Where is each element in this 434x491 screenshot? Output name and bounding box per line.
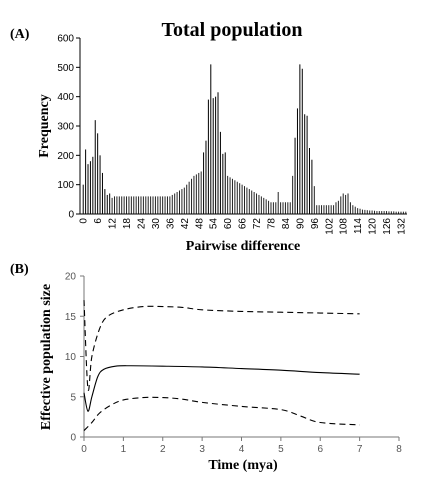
x-tick-label: 0 (79, 218, 90, 224)
x-tick-label: 12 (108, 218, 119, 230)
x-tick-label: 1 (121, 444, 127, 455)
x-tick-label: 84 (281, 218, 292, 230)
x-tick-label: 4 (239, 444, 245, 455)
x-tick-label: 2 (160, 444, 166, 455)
y-tick-label: 600 (57, 34, 74, 45)
chart-a-title: Total population (162, 19, 303, 41)
x-tick-label: 126 (382, 218, 393, 235)
y-tick-label: 500 (57, 63, 74, 74)
y-tick-label: 400 (57, 92, 74, 103)
x-tick-label: 42 (180, 218, 191, 230)
x-tick-label: 72 (252, 218, 263, 230)
x-tick-label: 6 (93, 218, 104, 224)
x-tick-label: 102 (324, 218, 335, 235)
x-tick-label: 30 (151, 218, 162, 230)
x-tick-label: 60 (223, 218, 234, 230)
panel-b-label: (B) (10, 262, 29, 277)
population-size-chart: 0 5 10 15 20 0 1 2 3 4 5 6 7 8 (65, 272, 402, 456)
panel-a-label: (A) (10, 27, 30, 42)
x-tick-label: 78 (266, 218, 277, 230)
x-tick-label: 132 (396, 218, 407, 235)
chart-a-xlabel: Pairwise difference (186, 239, 300, 254)
x-tick-label: 6 (317, 444, 323, 455)
chart-b-xlabel: Time (mya) (208, 458, 278, 473)
chart-b-ylabel: Effective population size (39, 284, 54, 430)
x-tick-label: 54 (209, 218, 220, 230)
x-tick-label: 90 (295, 218, 306, 230)
x-tick-label: 8 (396, 444, 402, 455)
y-tick-label: 100 (57, 180, 74, 191)
x-tick-label: 0 (81, 444, 87, 455)
x-tick-label: 120 (368, 218, 379, 235)
y-tick-label: 10 (65, 352, 77, 363)
x-tick-label: 36 (165, 218, 176, 230)
x-tick-label: 24 (136, 218, 147, 230)
chart-a-ylabel: Frequency (37, 94, 52, 158)
y-tick-label: 5 (70, 392, 76, 403)
x-tick-label: 7 (357, 444, 363, 455)
median-line (83, 365, 360, 412)
x-tick-label: 18 (122, 218, 133, 230)
y-tick-label: 200 (57, 151, 74, 162)
x-tick-label: 108 (339, 218, 350, 235)
x-tick-label: 48 (194, 218, 205, 230)
x-tick-label: 5 (278, 444, 284, 455)
y-tick-label: 300 (57, 122, 74, 133)
confidence-line (83, 396, 360, 431)
y-tick-label: 0 (70, 433, 76, 444)
y-tick-label: 20 (65, 272, 77, 283)
y-tick-label: 0 (68, 210, 74, 221)
confidence-line (83, 300, 360, 391)
x-tick-label: 3 (199, 444, 205, 455)
x-tick-label: 96 (310, 218, 321, 230)
y-tick-label: 15 (65, 312, 77, 323)
x-tick-label: 114 (353, 218, 364, 234)
x-tick-label: 66 (238, 218, 249, 230)
